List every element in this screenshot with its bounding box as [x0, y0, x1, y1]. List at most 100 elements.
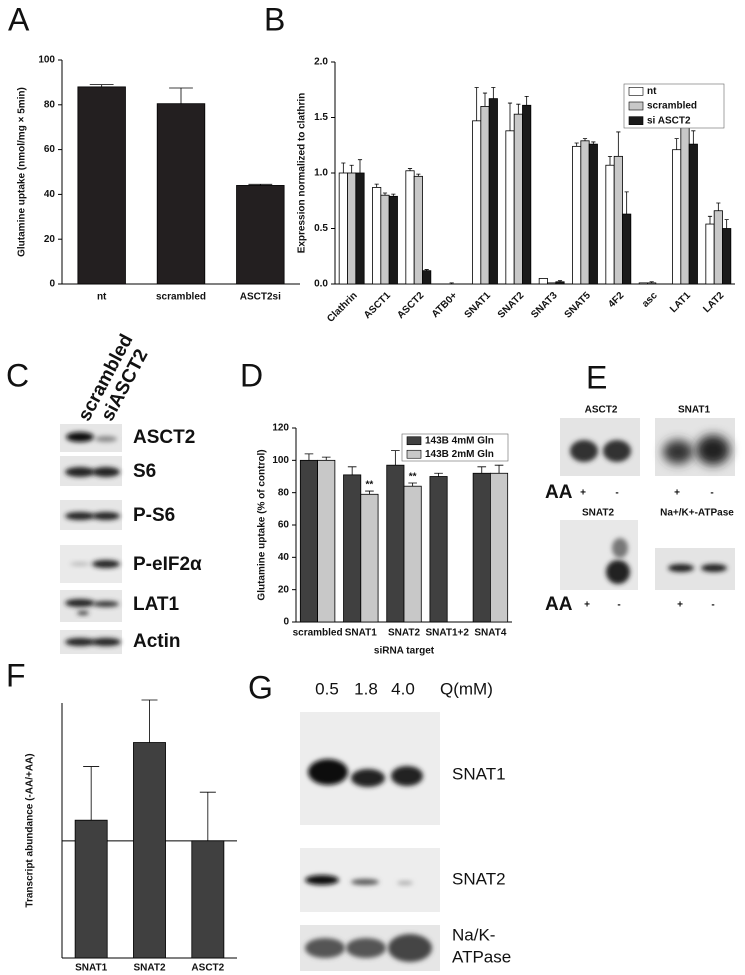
- header-label: 4.0: [391, 679, 415, 698]
- bar: [429, 476, 448, 623]
- band: [305, 938, 345, 958]
- y-tick-label: 60: [278, 520, 290, 531]
- bar: [388, 195, 398, 285]
- bar: [405, 170, 415, 285]
- y-tick-label: 0: [283, 617, 289, 628]
- legend-label: si ASCT2: [647, 115, 691, 126]
- panel-letter: C: [6, 357, 29, 393]
- band: [70, 562, 90, 566]
- band: [95, 436, 117, 442]
- panel-letter: E: [586, 359, 607, 395]
- panel-letter: B: [264, 1, 285, 37]
- x-tick-label: ASCT2: [395, 290, 426, 321]
- y-tick-label: 80: [44, 99, 56, 110]
- panel-letter: F: [6, 657, 26, 693]
- bar: [522, 104, 532, 285]
- x-tick-label: SNAT2: [133, 963, 165, 974]
- y-tick-label: 120: [272, 423, 289, 434]
- error-bar: [407, 168, 413, 171]
- x-tick-label: SNAT1: [463, 290, 494, 321]
- panel-letter: D: [240, 357, 263, 393]
- error-bar: [674, 138, 679, 150]
- error-bar: [374, 183, 379, 188]
- bar: [638, 282, 648, 285]
- band: [92, 512, 120, 520]
- lane-label: +: [677, 600, 683, 611]
- lane-label: +: [584, 600, 590, 611]
- blot: [300, 712, 440, 971]
- bar: [360, 493, 379, 623]
- lane-label: -: [711, 600, 714, 611]
- lane-label: +: [580, 488, 586, 499]
- y-tick-label: 100: [272, 455, 289, 466]
- bar: [191, 840, 225, 959]
- band: [65, 599, 95, 607]
- blot-title: ASCT2: [585, 405, 618, 416]
- lane-label: -: [615, 488, 618, 499]
- bar: [77, 86, 126, 285]
- bar: [413, 175, 423, 285]
- row-label: P-S6: [133, 505, 175, 526]
- y-tick-label: 2.0: [314, 57, 328, 68]
- band: [663, 440, 693, 464]
- band: [91, 638, 121, 646]
- x-tick-label: LAT1: [668, 290, 693, 315]
- bar: [547, 282, 557, 285]
- bar: [380, 194, 390, 285]
- bar: [403, 485, 422, 623]
- y-tick-label: 40: [44, 189, 56, 200]
- band: [305, 875, 339, 885]
- legend-label: 143B 2mM Gln: [425, 449, 494, 460]
- y-tick-label: 60: [44, 144, 56, 155]
- bar: [647, 282, 657, 285]
- bar: [317, 459, 336, 623]
- band: [308, 759, 348, 785]
- band: [388, 934, 432, 962]
- bar: [513, 113, 523, 285]
- error-bar: [716, 202, 721, 211]
- header-label: Q(mM): [440, 679, 493, 698]
- row-label: S6: [133, 461, 156, 482]
- band: [77, 611, 89, 615]
- bar: [489, 472, 509, 623]
- y-axis-label: Glutamine uptake (nmol/mg × 5min): [17, 87, 28, 257]
- bar: [74, 819, 108, 959]
- error-bar: [607, 155, 613, 166]
- error-bar: [494, 464, 504, 474]
- error-bar: [707, 215, 713, 225]
- band: [397, 881, 413, 885]
- lane-label: -: [710, 488, 713, 499]
- row-label: Actin: [133, 631, 181, 652]
- panel-letter: A: [8, 1, 30, 37]
- y-tick-label: 40: [278, 552, 290, 563]
- error-bar: [83, 766, 100, 821]
- condition-label: AA: [545, 594, 573, 615]
- y-tick-label: 80: [278, 487, 290, 498]
- error-bar: [434, 472, 443, 477]
- error-bar: [477, 466, 487, 474]
- error-bar: [691, 130, 696, 145]
- bar: [386, 464, 405, 623]
- x-tick-label: 4F2: [606, 290, 626, 310]
- y-tick-label: 1.0: [314, 168, 328, 179]
- error-bar: [591, 141, 596, 145]
- bar: [605, 164, 615, 285]
- row-label: ATPase: [452, 947, 511, 966]
- error-bar: [382, 192, 388, 196]
- bar: [372, 187, 382, 285]
- bar: [343, 474, 362, 623]
- band: [65, 467, 95, 477]
- legend-swatch: [628, 101, 644, 111]
- bar: [722, 228, 732, 285]
- bar: [588, 143, 598, 285]
- error-bar: [516, 103, 521, 115]
- error-bar: [391, 193, 396, 197]
- bar: [613, 155, 623, 285]
- annotation: **: [409, 472, 417, 483]
- error-bar: [365, 490, 374, 495]
- x-tick-label: nt: [97, 292, 107, 303]
- band: [66, 432, 94, 442]
- y-tick-label: 0: [49, 279, 55, 290]
- x-tick-label: ASCT2: [191, 963, 224, 974]
